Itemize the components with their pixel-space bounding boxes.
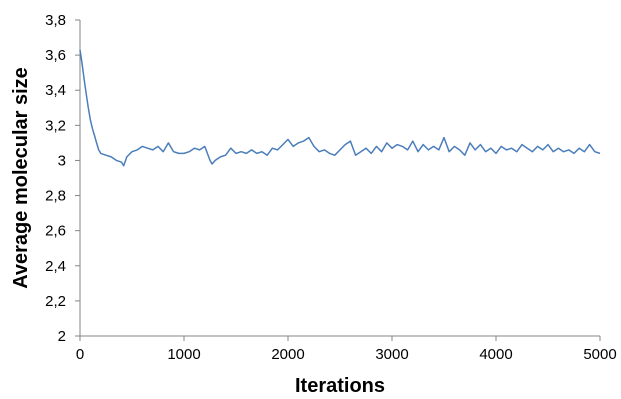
x-tick-label: 3000	[375, 346, 408, 363]
y-tick-label: 3,4	[45, 82, 66, 99]
x-tick-label: 2000	[271, 346, 304, 363]
x-tick-label: 1000	[167, 346, 200, 363]
x-tick-label: 0	[76, 346, 84, 363]
y-tick-label: 2	[58, 328, 66, 345]
y-tick-label: 3,2	[45, 117, 66, 134]
y-tick-label: 3,8	[45, 12, 66, 29]
y-tick-label: 2,2	[45, 293, 66, 310]
x-axis-ticks: 0 1000 2000 3000 4000 5000	[76, 336, 617, 363]
x-tick-label: 4000	[479, 346, 512, 363]
x-axis-title: Iterations	[295, 375, 385, 397]
series-line	[79, 49, 601, 167]
y-tick-label: 2,4	[45, 258, 66, 275]
x-tick-label: 5000	[583, 346, 616, 363]
y-tick-label: 3,6	[45, 47, 66, 64]
y-axis-ticks: 2 2,2 2,4 2,6 2,8 3 3,2 3,4 3,6 3,8	[45, 12, 80, 345]
y-tick-label: 3	[58, 152, 66, 169]
y-axis-title: Average molecular size	[10, 67, 32, 289]
y-tick-label: 2,6	[45, 223, 66, 240]
y-tick-label: 2,8	[45, 188, 66, 205]
series-group	[79, 49, 601, 167]
